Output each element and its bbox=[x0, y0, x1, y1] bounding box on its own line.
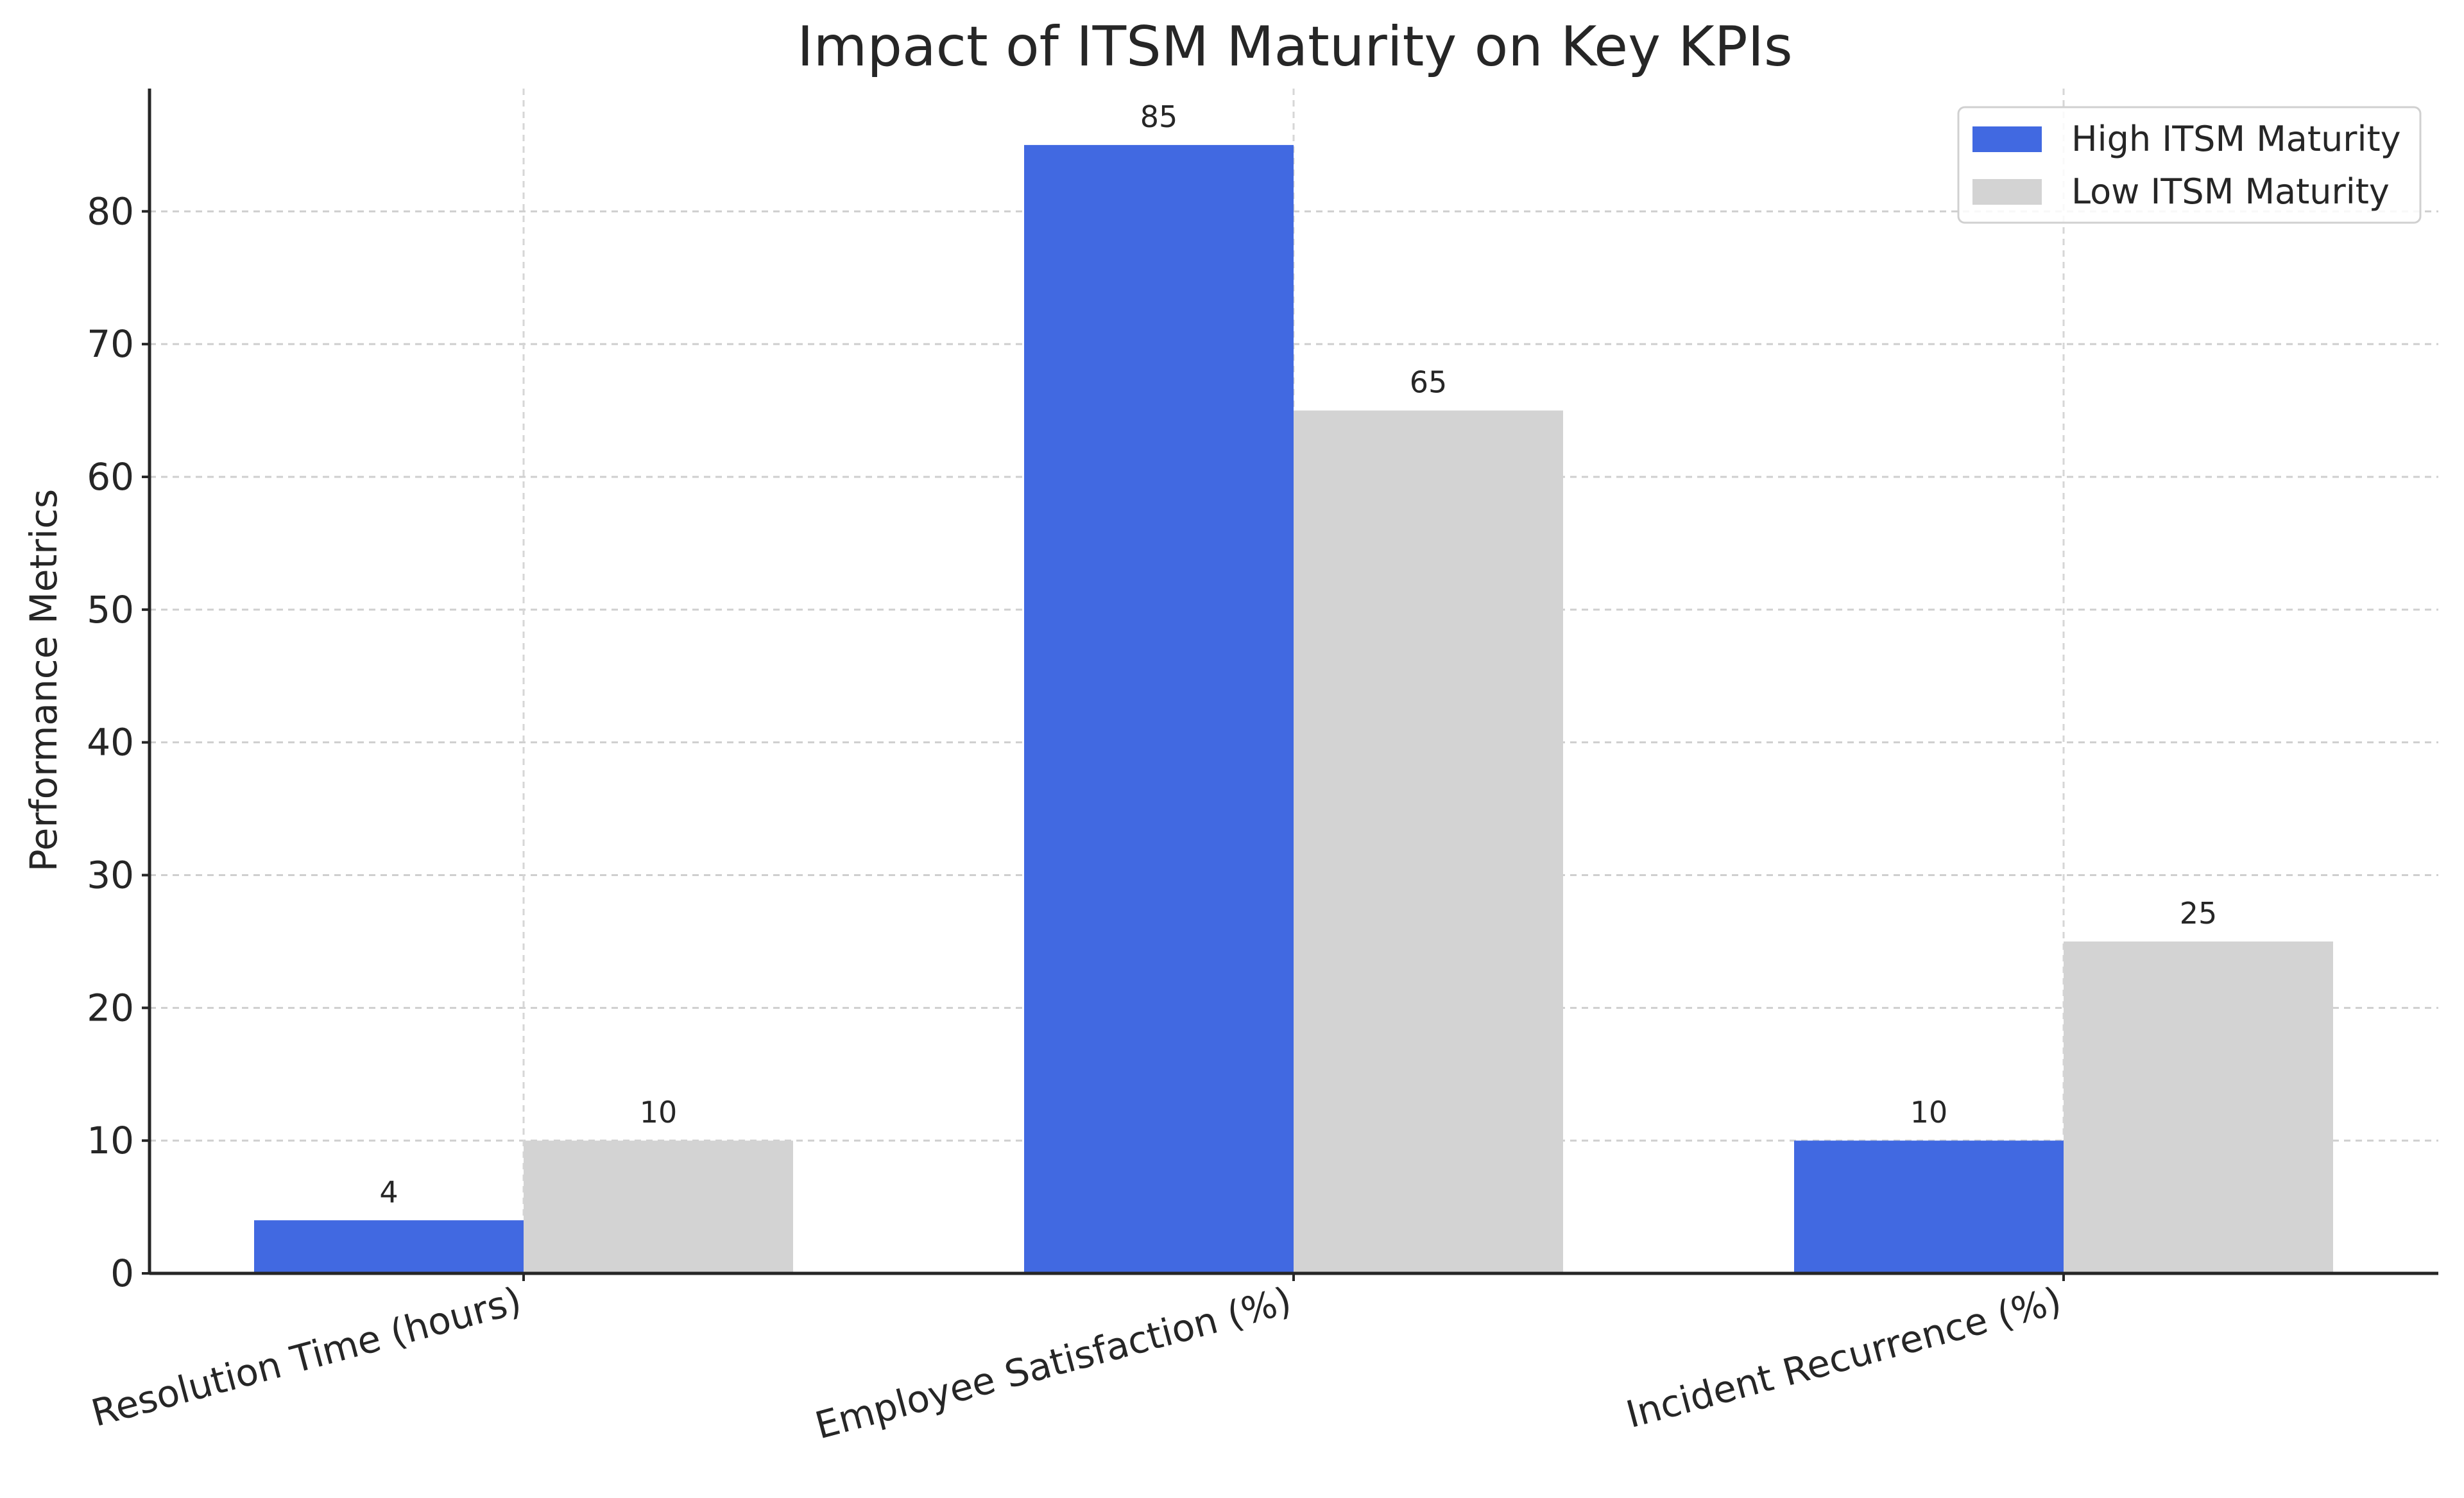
y-tick-label: 80 bbox=[87, 189, 134, 233]
x-tick-labels: Resolution Time (hours) Employee Satisfac… bbox=[87, 1278, 2066, 1448]
x-tick-label: Employee Satisfaction (%) bbox=[810, 1278, 1296, 1448]
data-labels: 4 85 10 10 65 25 bbox=[379, 99, 2217, 1209]
bar-high-1 bbox=[1024, 144, 1294, 1273]
y-tick-label: 0 bbox=[110, 1252, 134, 1295]
data-label: 65 bbox=[1410, 365, 1448, 400]
data-label: 85 bbox=[1140, 99, 1178, 134]
y-tick-labels: 0 10 20 30 40 50 60 70 80 bbox=[87, 189, 134, 1295]
legend-label: Low ITSM Maturity bbox=[2071, 171, 2390, 212]
bar-low-1 bbox=[1294, 410, 1563, 1273]
y-tick-label: 60 bbox=[87, 455, 134, 499]
x-tick-label: Incident Recurrence (%) bbox=[1621, 1278, 2066, 1436]
legend-box bbox=[1957, 106, 2422, 224]
bar-high-0 bbox=[254, 1220, 524, 1273]
bars bbox=[254, 144, 2333, 1273]
bar-high-2 bbox=[1794, 1141, 2064, 1273]
legend-swatch-high bbox=[1972, 126, 2042, 152]
y-tick-label: 70 bbox=[87, 322, 134, 366]
y-tick-label: 10 bbox=[87, 1119, 134, 1162]
data-label: 25 bbox=[2180, 896, 2218, 931]
data-label: 10 bbox=[640, 1095, 678, 1130]
chart-title: Impact of ITSM Maturity on Key KPIs bbox=[797, 15, 1793, 79]
bar-low-0 bbox=[524, 1141, 793, 1273]
x-tick-label: Resolution Time (hours) bbox=[87, 1278, 526, 1435]
y-tick-label: 20 bbox=[87, 986, 134, 1029]
data-label: 10 bbox=[1910, 1095, 1948, 1130]
axes bbox=[142, 89, 2438, 1281]
bar-low-2 bbox=[2064, 941, 2333, 1273]
legend-label: High ITSM Maturity bbox=[2071, 119, 2401, 159]
data-label: 4 bbox=[379, 1175, 398, 1209]
y-tick-label: 30 bbox=[87, 853, 134, 897]
y-axis-label: Performance Metrics bbox=[22, 489, 65, 872]
y-tick-label: 40 bbox=[87, 721, 134, 764]
legend-swatch-low bbox=[1972, 179, 2042, 205]
y-tick-label: 50 bbox=[87, 588, 134, 632]
legend: High ITSM Maturity Low ITSM Maturity bbox=[1957, 106, 2422, 224]
